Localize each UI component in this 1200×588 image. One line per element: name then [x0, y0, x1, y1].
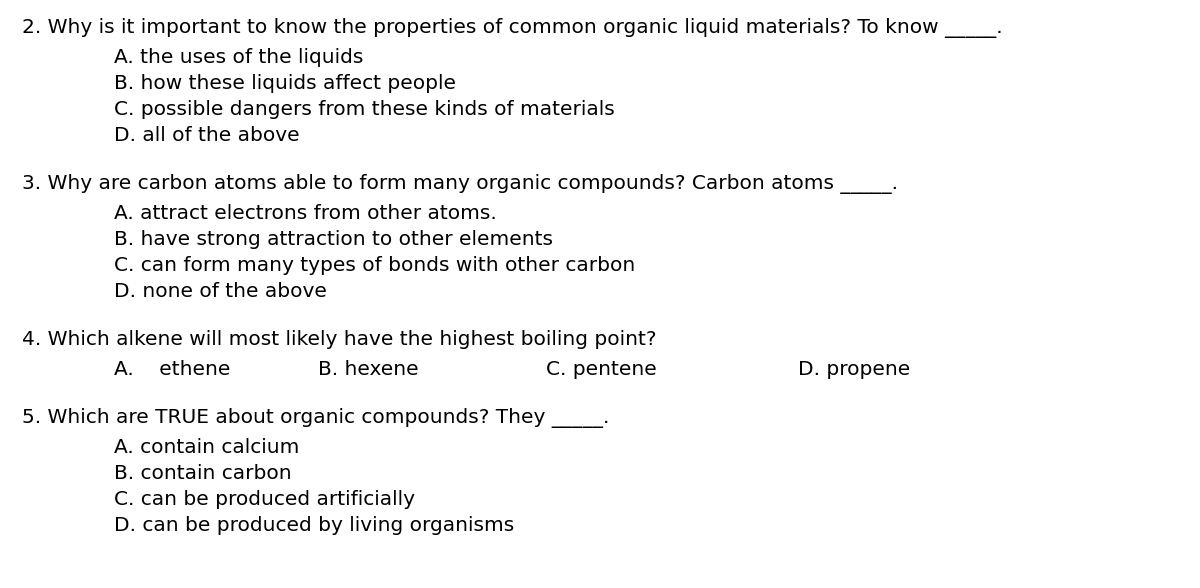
- Text: B. how these liquids affect people: B. how these liquids affect people: [114, 74, 456, 93]
- Text: B. have strong attraction to other elements: B. have strong attraction to other eleme…: [114, 230, 553, 249]
- Text: 3. Why are carbon atoms able to form many organic compounds? Carbon atoms _____.: 3. Why are carbon atoms able to form man…: [22, 174, 898, 194]
- Text: 5. Which are TRUE about organic compounds? They _____.: 5. Which are TRUE about organic compound…: [22, 408, 608, 428]
- Text: 4. Which alkene will most likely have the highest boiling point?: 4. Which alkene will most likely have th…: [22, 330, 656, 349]
- Text: A. the uses of the liquids: A. the uses of the liquids: [114, 48, 364, 67]
- Text: C. can form many types of bonds with other carbon: C. can form many types of bonds with oth…: [114, 256, 635, 275]
- Text: A. attract electrons from other atoms.: A. attract electrons from other atoms.: [114, 204, 497, 223]
- Text: A. contain calcium: A. contain calcium: [114, 438, 299, 457]
- Text: C. possible dangers from these kinds of materials: C. possible dangers from these kinds of …: [114, 100, 614, 119]
- Text: 2. Why is it important to know the properties of common organic liquid materials: 2. Why is it important to know the prope…: [22, 18, 1002, 38]
- Text: B. contain carbon: B. contain carbon: [114, 464, 292, 483]
- Text: D. all of the above: D. all of the above: [114, 126, 300, 145]
- Text: D. none of the above: D. none of the above: [114, 282, 326, 301]
- Text: C. pentene: C. pentene: [546, 360, 656, 379]
- Text: B. hexene: B. hexene: [318, 360, 419, 379]
- Text: A.    ethene: A. ethene: [114, 360, 230, 379]
- Text: D. can be produced by living organisms: D. can be produced by living organisms: [114, 516, 515, 535]
- Text: C. can be produced artificially: C. can be produced artificially: [114, 490, 415, 509]
- Text: D. propene: D. propene: [798, 360, 911, 379]
